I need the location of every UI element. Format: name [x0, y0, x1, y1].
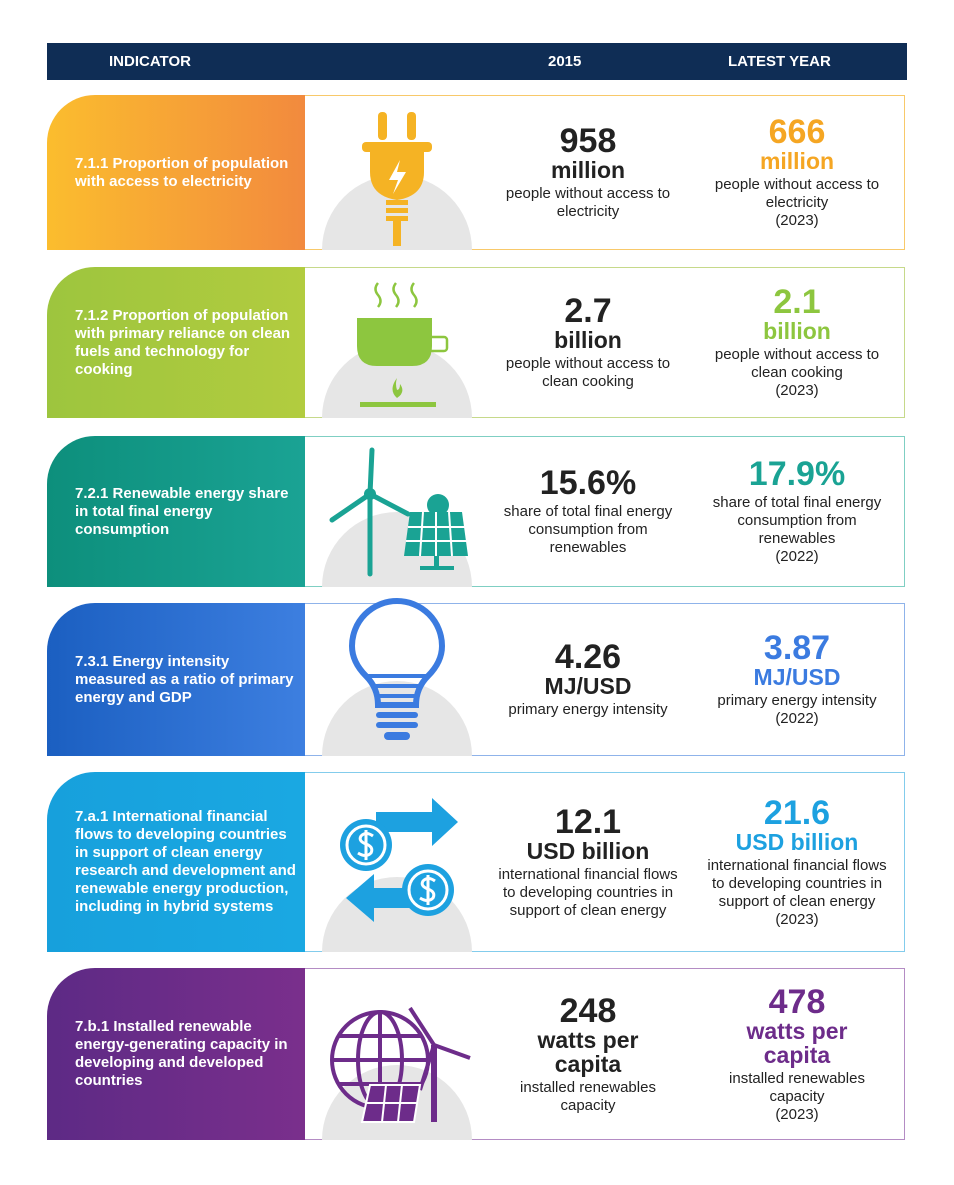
- value-number: 478: [768, 982, 826, 1021]
- value-description: installed renewables capacity: [520, 1078, 656, 1114]
- value-number: 12.1: [554, 802, 622, 841]
- header-bar: INDICATOR 2015 LATEST YEAR: [47, 43, 907, 80]
- value-column: 15.6% share of total final energy consump…: [488, 436, 688, 587]
- indicator-text: 7.1.2 Proportion of population with prim…: [75, 306, 291, 378]
- value-unit: MJ/USD: [753, 664, 841, 690]
- indicator-text: 7.3.1 Energy intensity measured as a rat…: [75, 652, 294, 706]
- indicator-text: 7.2.1 Renewable energy share in total fi…: [75, 484, 289, 538]
- value-column: 2.1 billion people without access to clean…: [697, 267, 897, 418]
- indicator-cell: 7.1.1 Proportion of population with acce…: [47, 95, 305, 250]
- indicator-text: 7.a.1 International financial flows to d…: [75, 808, 296, 915]
- value-description: people without access to electricity: [714, 176, 880, 211]
- value-year: (2022): [775, 548, 819, 565]
- value-unit: billion: [763, 318, 831, 344]
- value-column: 12.1 USD billion international financial f…: [488, 772, 688, 952]
- value-number: 958: [559, 122, 617, 160]
- value-description: people without access to clean cooking: [505, 355, 671, 390]
- value-unit: MJ/USD: [544, 673, 632, 699]
- value-column: 666 million people without access to elect…: [697, 95, 897, 250]
- value-unit: million: [550, 157, 626, 183]
- value-number: 21.6: [763, 793, 831, 832]
- value-description: primary energy intensity: [508, 701, 668, 718]
- header-latest: LATEST YEAR: [728, 53, 831, 70]
- value-year: (2022): [775, 710, 819, 727]
- value-description: people without access to clean cooking: [714, 346, 880, 381]
- indicator-text: 7.b.1 Installed renewable energy-generat…: [75, 1018, 288, 1089]
- value-year: (2023): [775, 382, 819, 399]
- indicator-text: 7.1.1 Proportion of population with acce…: [75, 154, 289, 190]
- value-year: (2023): [775, 910, 819, 928]
- value-column: 17.9% share of total final energy consump…: [697, 436, 897, 587]
- value-description: international financial flows to develop…: [498, 865, 678, 919]
- value-year: (2023): [775, 1105, 819, 1123]
- value-column: 3.87 MJ/USD primary energy intensity (2022): [697, 603, 897, 756]
- value-description: installed renewables capacity: [729, 1069, 865, 1105]
- value-number: 4.26: [554, 638, 622, 676]
- value-column: 958 million people without access to elect…: [488, 95, 688, 250]
- value-number: 2.7: [564, 292, 612, 330]
- value-unit: USD billion: [735, 828, 859, 855]
- value-column: 2.7 billion people without access to clean…: [488, 267, 688, 418]
- indicator-cell: 7.b.1 Installed renewable energy-generat…: [47, 968, 305, 1140]
- value-description: people without access to electricity: [505, 185, 671, 220]
- value-description: share of total final energy consumption …: [503, 503, 673, 556]
- value-unit: USD billion: [526, 837, 650, 864]
- value-description: international financial flows to develop…: [707, 856, 887, 910]
- value-unit: watts per capita: [537, 1026, 639, 1077]
- value-number: 2.1: [773, 283, 821, 321]
- header-2015: 2015: [548, 53, 582, 70]
- indicator-cell: 7.3.1 Energy intensity measured as a rat…: [47, 603, 305, 756]
- indicator-cell: 7.a.1 International financial flows to d…: [47, 772, 305, 952]
- value-description: share of total final energy consumption …: [712, 494, 882, 547]
- indicator-cell: 7.2.1 Renewable energy share in total fi…: [47, 436, 305, 587]
- value-number: 666: [768, 113, 826, 151]
- indicator-cell: 7.1.2 Proportion of population with prim…: [47, 267, 305, 418]
- value-column: 21.6 USD billion international financial f…: [697, 772, 897, 952]
- value-unit: watts per capita: [746, 1017, 848, 1068]
- value-number: 17.9%: [748, 455, 846, 493]
- value-number: 3.87: [763, 629, 831, 667]
- value-column: 4.26 MJ/USD primary energy intensity: [488, 603, 688, 756]
- value-description: primary energy intensity: [717, 692, 877, 709]
- value-column: 478 watts per capita installed renewables …: [697, 968, 897, 1140]
- value-number: 248: [559, 991, 617, 1030]
- header-indicator: INDICATOR: [109, 53, 191, 70]
- value-year: (2023): [775, 212, 819, 229]
- value-unit: million: [759, 148, 835, 174]
- value-unit: billion: [554, 327, 622, 353]
- value-number: 15.6%: [539, 464, 637, 502]
- value-column: 248 watts per capita installed renewables …: [488, 968, 688, 1140]
